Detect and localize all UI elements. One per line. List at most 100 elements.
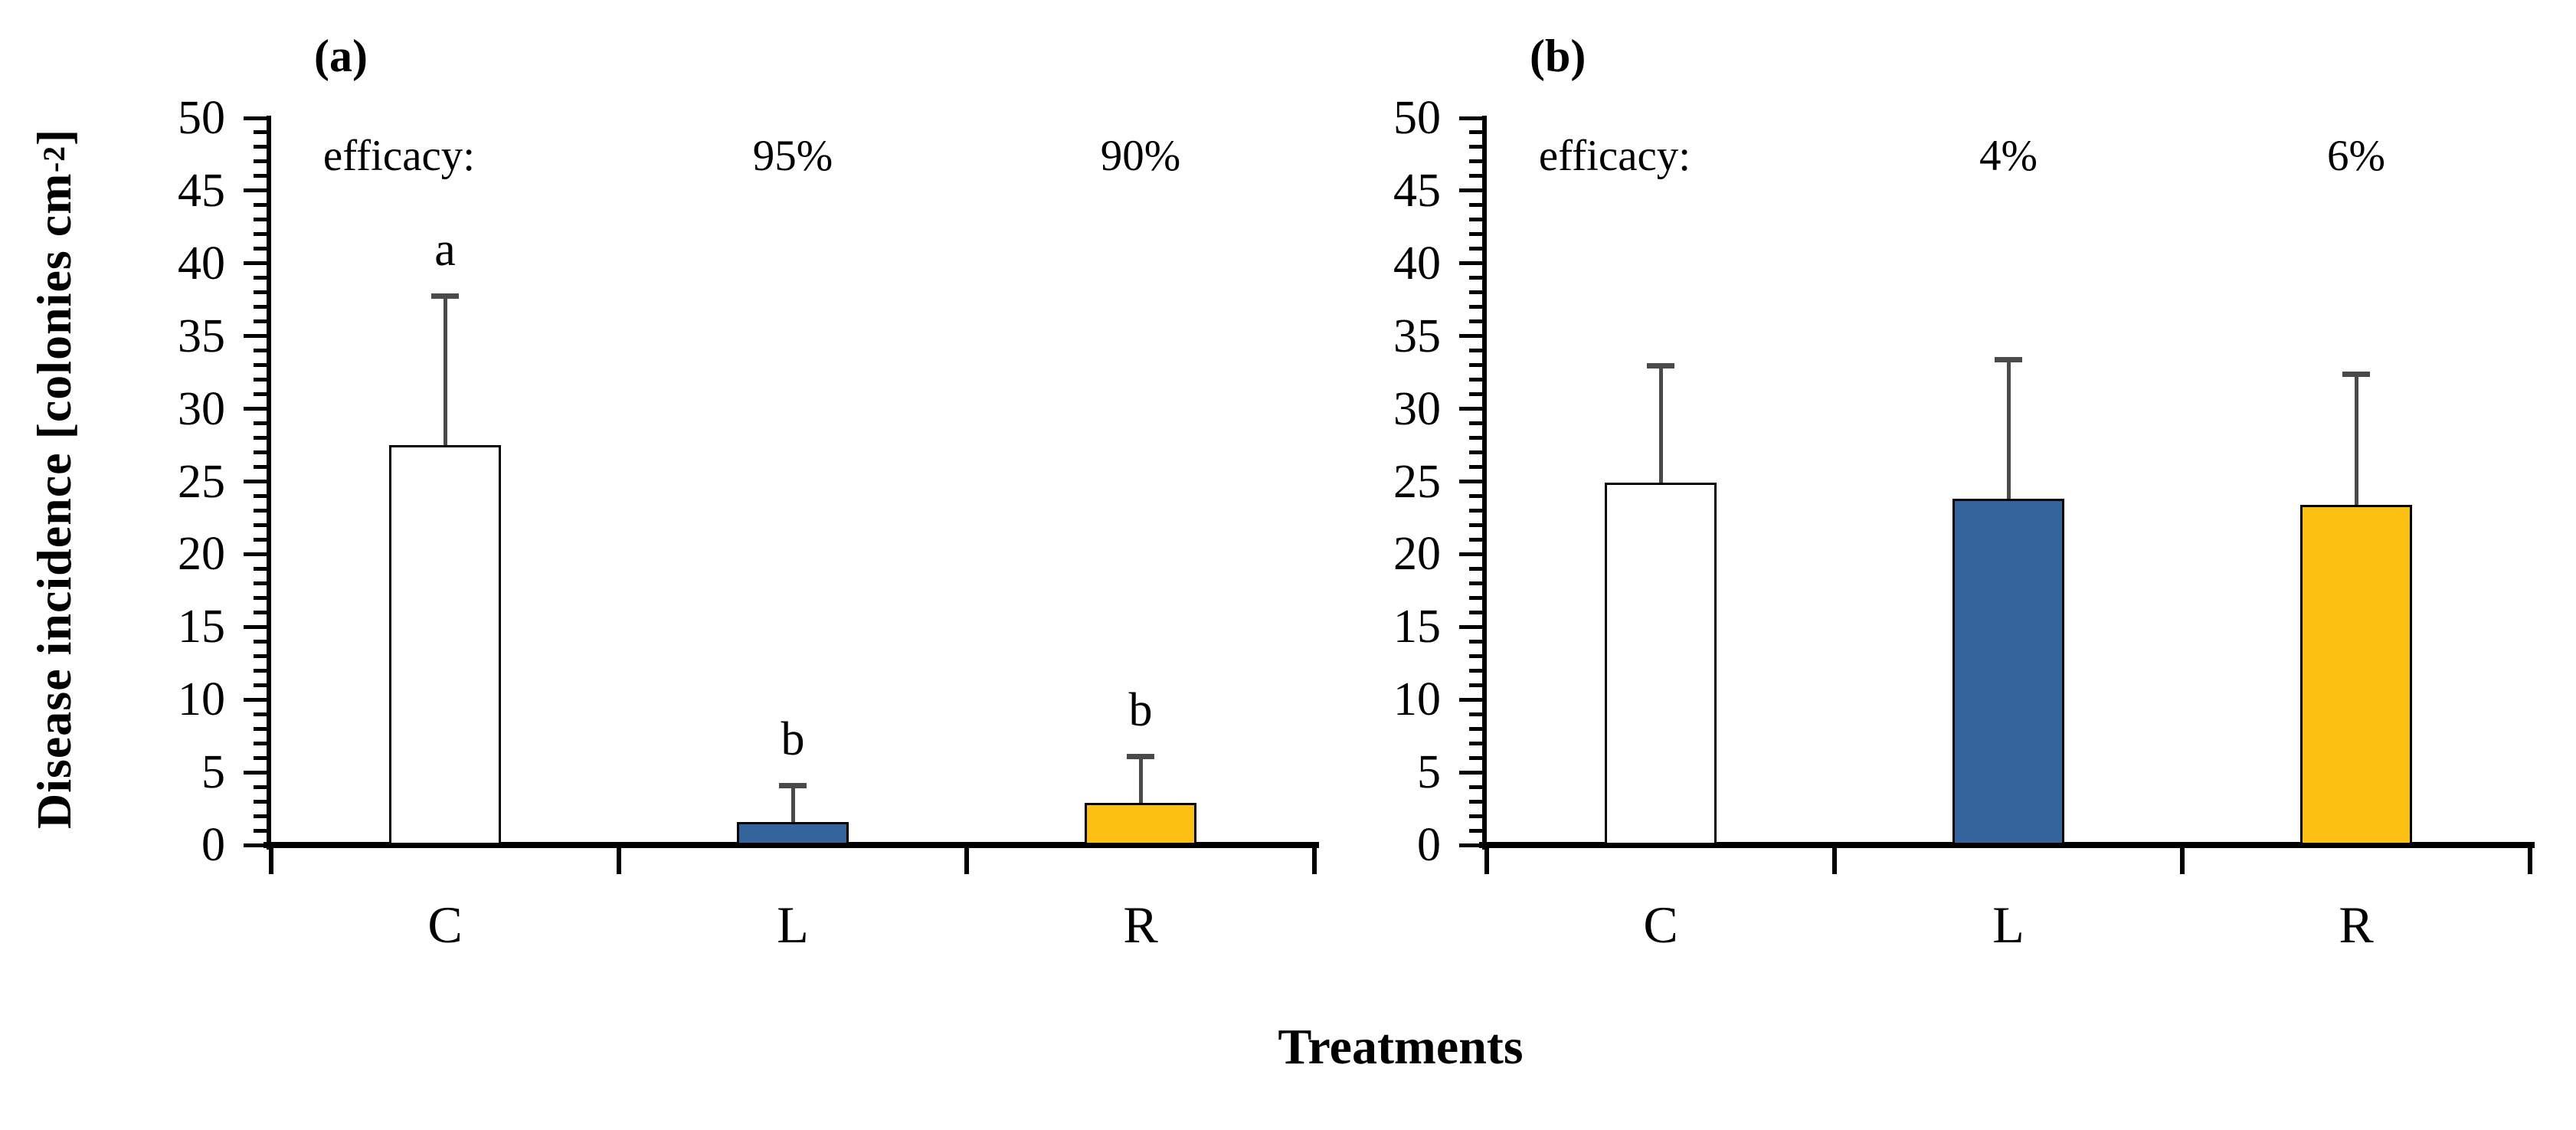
- y-minor-tick: [254, 566, 267, 571]
- y-minor-tick: [1469, 741, 1482, 745]
- y-major-tick: [1459, 552, 1482, 556]
- y-minor-tick: [1469, 465, 1482, 470]
- y-tick-label: 10: [1393, 673, 1441, 726]
- error-bar-cap: [1995, 357, 2022, 363]
- y-minor-tick: [254, 392, 267, 397]
- y-minor-tick: [1469, 363, 1482, 368]
- y-minor-tick: [1469, 290, 1482, 295]
- error-bar-cap: [1647, 362, 1674, 368]
- y-minor-tick: [1469, 537, 1482, 542]
- y-tick-label: 40: [1393, 237, 1441, 290]
- y-major-tick: [1459, 188, 1482, 193]
- x-axis-tick: [1832, 848, 1837, 874]
- efficacy-value: 4%: [1979, 132, 2038, 180]
- y-minor-tick: [254, 814, 267, 818]
- y-tick-label: 20: [1393, 528, 1441, 581]
- y-major-tick: [244, 116, 267, 120]
- y-minor-tick: [254, 639, 267, 644]
- y-major-tick: [1459, 697, 1482, 702]
- y-major-tick: [1459, 407, 1482, 411]
- y-minor-tick: [1469, 828, 1482, 833]
- efficacy-value: 6%: [2327, 132, 2385, 180]
- y-minor-tick: [1469, 653, 1482, 658]
- y-minor-tick: [254, 159, 267, 164]
- y-minor-tick: [1469, 232, 1482, 237]
- y-minor-tick: [1469, 319, 1482, 324]
- x-category-label: R: [1123, 896, 1158, 954]
- y-minor-tick: [254, 741, 267, 745]
- error-bar: [2354, 374, 2358, 508]
- y-tick-label: 5: [201, 746, 225, 799]
- y-minor-tick: [1469, 349, 1482, 353]
- y-minor-tick: [254, 537, 267, 542]
- y-minor-tick: [254, 465, 267, 470]
- y-axis-line: [1482, 116, 1487, 850]
- error-bar: [1138, 756, 1143, 806]
- y-minor-tick: [1469, 610, 1482, 614]
- y-minor-tick: [254, 828, 267, 833]
- efficacy-label: efficacy:: [322, 132, 476, 180]
- x-category-label: C: [1643, 896, 1678, 954]
- y-minor-tick: [254, 363, 267, 368]
- x-axis-line: [1479, 842, 2535, 848]
- y-minor-tick: [1469, 145, 1482, 149]
- y-major-tick: [244, 334, 267, 339]
- y-minor-tick: [1469, 305, 1482, 310]
- y-minor-tick: [1469, 814, 1482, 818]
- y-minor-tick: [254, 276, 267, 280]
- y-minor-tick: [254, 232, 267, 237]
- y-tick-label: 35: [1393, 310, 1441, 362]
- error-bar-cap: [1127, 754, 1154, 760]
- y-axis-title-text: Disease incidence [colonies cm: [27, 172, 81, 829]
- error-bar-cap: [2342, 372, 2370, 378]
- y-minor-tick: [254, 610, 267, 614]
- y-minor-tick: [1469, 218, 1482, 222]
- error-bar-cap: [431, 293, 459, 299]
- y-major-tick: [244, 843, 267, 847]
- y-minor-tick: [1469, 668, 1482, 673]
- x-axis-tick: [1484, 848, 1489, 874]
- y-minor-tick: [1469, 581, 1482, 585]
- error-bar: [790, 785, 795, 825]
- y-tick-label: 45: [178, 164, 225, 217]
- efficacy-label: efficacy:: [1538, 132, 1691, 180]
- y-minor-tick: [254, 305, 267, 310]
- y-major-tick: [244, 770, 267, 775]
- y-minor-tick: [1469, 683, 1482, 687]
- y-tick-label: 25: [1393, 455, 1441, 508]
- y-axis-title-bracket: ]: [27, 129, 81, 146]
- y-minor-tick: [254, 319, 267, 324]
- y-minor-tick: [1469, 392, 1482, 397]
- panel-label: (a): [314, 31, 368, 81]
- x-category-label: L: [1992, 896, 2024, 954]
- x-axis-tick: [2528, 848, 2532, 874]
- y-minor-tick: [254, 218, 267, 222]
- y-major-tick: [1459, 480, 1482, 483]
- y-minor-tick: [254, 522, 267, 527]
- y-minor-tick: [1469, 639, 1482, 644]
- y-minor-tick: [1469, 755, 1482, 760]
- y-minor-tick: [254, 784, 267, 789]
- y-minor-tick: [1469, 784, 1482, 789]
- y-minor-tick: [1469, 174, 1482, 179]
- y-tick-label: 35: [178, 310, 225, 362]
- y-minor-tick: [254, 290, 267, 295]
- y-minor-tick: [1469, 203, 1482, 208]
- sig-letter: b: [1128, 684, 1153, 737]
- sig-letter: b: [781, 713, 805, 766]
- y-minor-tick: [1469, 595, 1482, 600]
- y-minor-tick: [254, 508, 267, 513]
- y-minor-tick: [1469, 508, 1482, 513]
- y-minor-tick: [254, 145, 267, 149]
- bar-c: [389, 445, 501, 845]
- y-minor-tick: [254, 799, 267, 804]
- y-tick-label: 5: [1417, 746, 1441, 799]
- y-minor-tick: [254, 130, 267, 135]
- y-minor-tick: [1469, 566, 1482, 571]
- panel-label: (b): [1530, 31, 1586, 81]
- y-tick-label: 30: [1393, 382, 1441, 435]
- y-minor-tick: [254, 653, 267, 658]
- y-tick-label: 25: [178, 455, 225, 508]
